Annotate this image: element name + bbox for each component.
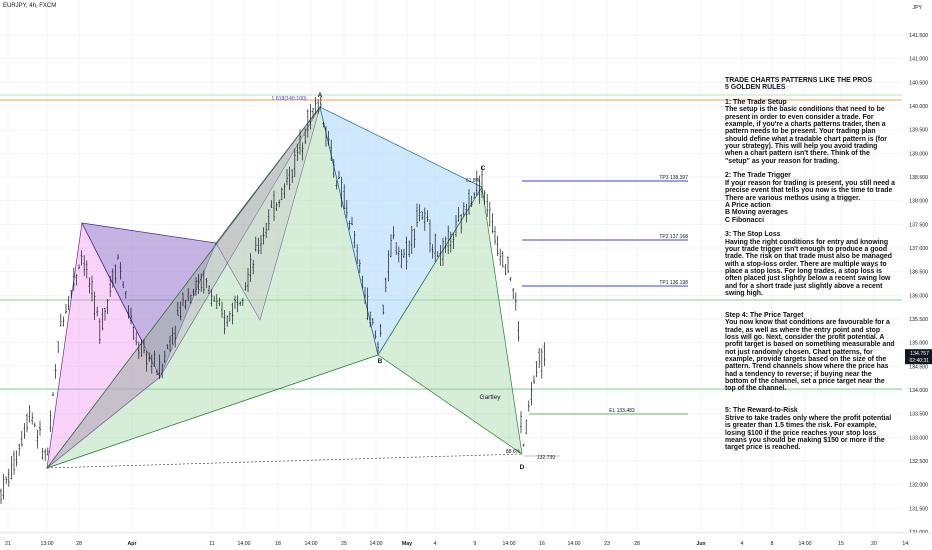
price-tick: 136.000 bbox=[909, 293, 928, 299]
rule-5-body: Strive to take trades only where the pro… bbox=[725, 414, 892, 452]
level-label-tp3: TP3 138.397 bbox=[659, 175, 688, 181]
note-subtitle: 5 GOLDEN RULES bbox=[725, 84, 786, 92]
rule-2-item-c: C Fibonacci bbox=[725, 216, 765, 224]
left-pattern-abc bbox=[81, 222, 217, 378]
time-tick: 16 bbox=[539, 541, 545, 547]
price-tick: 132.000 bbox=[909, 483, 928, 489]
time-tick: Apr bbox=[128, 541, 137, 547]
price-tick: 140.000 bbox=[909, 104, 928, 110]
price-tick: 137.500 bbox=[909, 222, 928, 228]
price-tick: 136.500 bbox=[909, 270, 928, 276]
time-tick: 15 bbox=[838, 541, 844, 547]
price-tick: 141.000 bbox=[909, 57, 928, 63]
rule-4-body: You now know that conditions are favoura… bbox=[725, 319, 895, 393]
price-tick: 134.000 bbox=[909, 388, 928, 394]
time-tick: 4 bbox=[741, 541, 744, 547]
rule-2-body: If your reason for trading is present, y… bbox=[725, 179, 896, 202]
pattern-point-c: C bbox=[481, 165, 486, 172]
price-tick: 137.000 bbox=[909, 246, 928, 252]
rule-2-heading: 2: The Trade Trigger bbox=[725, 172, 791, 180]
rule-3-heading: 3: The Stop Loss bbox=[725, 231, 781, 239]
time-tick: 14: bbox=[902, 541, 909, 547]
rule-3-body: Having the right conditions for entry an… bbox=[725, 238, 892, 297]
time-tick: 13:00 bbox=[41, 541, 54, 547]
ratio-label-d: 88.6% bbox=[506, 449, 521, 455]
gartley-xd-line bbox=[46, 453, 523, 469]
time-tick: 23 bbox=[604, 541, 610, 547]
time-tick: 8 bbox=[771, 541, 774, 547]
rule-1-heading: 1: The Trade Setup bbox=[725, 99, 787, 107]
price-tick: 133.000 bbox=[909, 435, 928, 441]
price-tick: 134.500 bbox=[909, 364, 928, 370]
time-tick: 14:00 bbox=[238, 541, 251, 547]
gartley-bcd-triangle bbox=[377, 186, 523, 455]
d-price-label: 132.739 bbox=[537, 455, 555, 461]
time-tick: 14:00 bbox=[799, 541, 812, 547]
pattern-point-d: D bbox=[520, 464, 525, 471]
rule-4-heading: Step 4: The Price Target bbox=[725, 312, 804, 319]
fib-extension-label: 1.618(140.100) bbox=[271, 96, 306, 102]
price-tick: 138.000 bbox=[909, 199, 928, 205]
price-tick: 140.500 bbox=[909, 80, 928, 86]
pattern-point-b: B bbox=[378, 358, 383, 365]
current-time-value: 02:40:31 bbox=[910, 358, 930, 364]
time-tick: 25 bbox=[341, 541, 347, 547]
price-tick: 141.500 bbox=[909, 33, 928, 39]
price-tick: 135.000 bbox=[909, 341, 928, 347]
current-price-value: 134.757 bbox=[910, 351, 929, 357]
time-tick: 21 bbox=[5, 541, 11, 547]
level-label-tp1: TP1 136.198 bbox=[659, 280, 688, 286]
current-price-tag bbox=[905, 349, 932, 365]
price-tick: 139.500 bbox=[909, 128, 928, 134]
time-tick: 14:00 bbox=[370, 541, 383, 547]
currency-label: JPY bbox=[912, 5, 922, 11]
price-tick: 139.000 bbox=[909, 151, 928, 157]
pattern-inner-triangle bbox=[215, 106, 321, 321]
time-tick: 28 bbox=[634, 541, 640, 547]
price-tick: 138.500 bbox=[909, 175, 928, 181]
level-label-el: EL 133.483 bbox=[609, 408, 635, 414]
level-label-tp2: TP2 137.168 bbox=[659, 234, 688, 240]
pattern-point-a: A bbox=[318, 92, 323, 99]
gartley-xb-line bbox=[46, 354, 379, 469]
symbol-label: EURJPY, 4h, FXCM bbox=[3, 3, 57, 9]
time-tick: 9 bbox=[474, 541, 477, 547]
time-tick: 14:00 bbox=[568, 541, 581, 547]
price-tick: 133.500 bbox=[909, 412, 928, 418]
time-tick: 14:00 bbox=[503, 541, 516, 547]
time-tick: 11 bbox=[209, 541, 214, 547]
time-tick: 14:00 bbox=[305, 541, 318, 547]
time-tick: 18 bbox=[275, 541, 281, 547]
time-tick: May bbox=[402, 541, 412, 547]
note-title: TRADE CHARTS PATTERNS LIKE THE PROS bbox=[725, 77, 873, 84]
rule-2-item-b: B Moving averages bbox=[725, 209, 788, 217]
price-tick: 131.500 bbox=[909, 506, 928, 512]
price-tick: 132.500 bbox=[909, 459, 928, 465]
rule-1-body: The setup is the basic conditions that n… bbox=[725, 106, 887, 165]
pattern-name-label: Gartley bbox=[480, 394, 502, 401]
price-axis-bg bbox=[903, 0, 932, 550]
time-tick: 4 bbox=[434, 541, 437, 547]
rule-5-heading: 5: The Reward-to-Risk bbox=[725, 407, 798, 415]
time-axis-bg bbox=[0, 533, 932, 550]
time-tick: Jun bbox=[696, 541, 705, 547]
price-tick: 135.500 bbox=[909, 317, 928, 323]
time-tick: 20 bbox=[871, 541, 877, 547]
rule-2-item-a: A Price action bbox=[725, 201, 771, 209]
time-tick: 28 bbox=[76, 541, 82, 547]
ratio-label-c: 61.8% bbox=[466, 178, 481, 184]
trading-rules-note: TRADE CHARTS PATTERNS LIKE THE PROS 5 GO… bbox=[725, 77, 895, 452]
